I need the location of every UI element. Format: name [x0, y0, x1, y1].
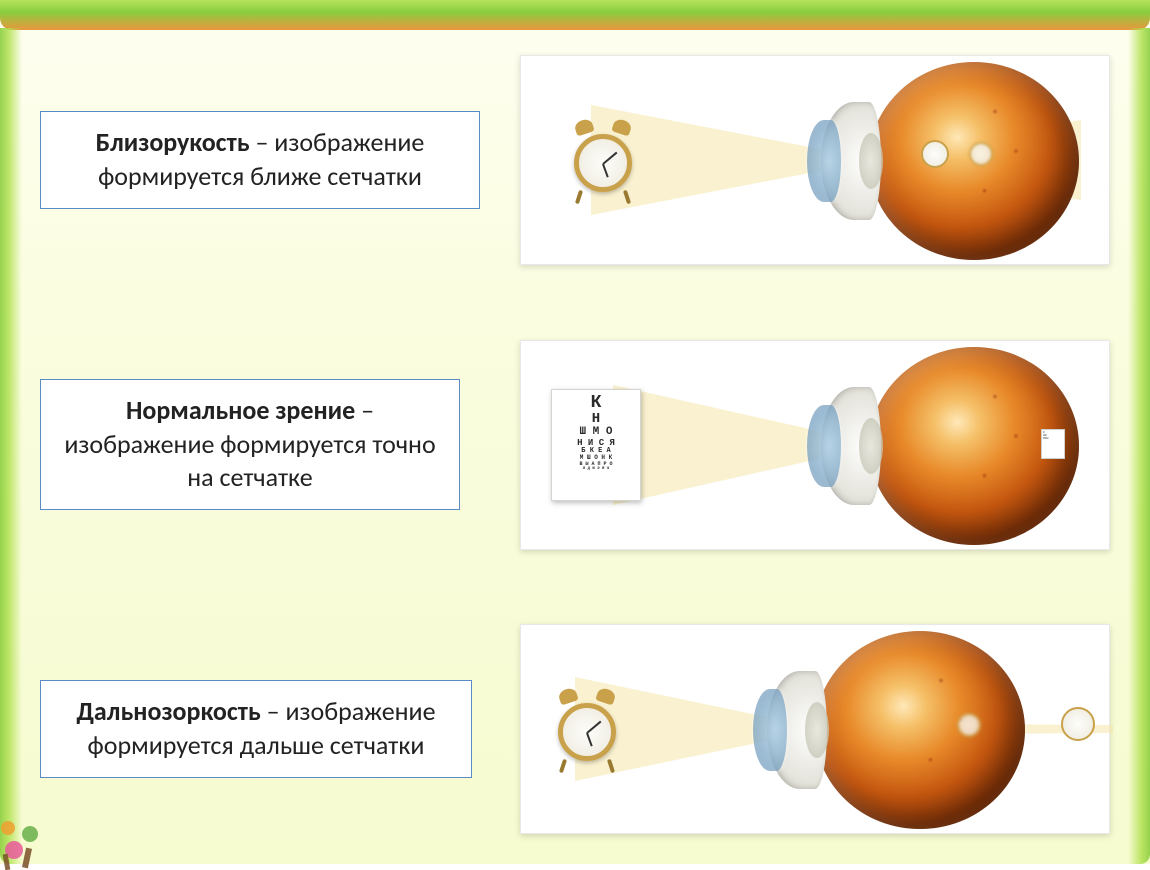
focus-image-blur-hyperopia [957, 713, 981, 737]
eye-hyperopia [767, 630, 1027, 830]
term-myopia: Близорукость [96, 126, 250, 158]
object-eyechart: К Н Ш М О Н И С Я Б К Е А М Ш О Н К В Ы … [551, 389, 641, 501]
term-hyperopia: Дальнозоркость [76, 695, 260, 727]
row-hyperopia: Дальнозоркость – изображение формируется… [40, 624, 1110, 834]
diagram-myopia [520, 55, 1110, 265]
focus-image-sharp-hyperopia [1061, 707, 1095, 741]
diagram-normal: К Н Ш М О Н И С Я Б К Е А М Ш О Н К В Ы … [520, 340, 1110, 550]
object-clock-hyperopia [547, 687, 627, 771]
focus-image-sharp-myopia [921, 140, 949, 168]
content-area: Близорукость – изображение формируется б… [0, 0, 1150, 864]
object-clock-myopia [563, 118, 643, 202]
focus-image-blur-myopia [969, 142, 993, 166]
term-normal: Нормальное зрение [126, 394, 355, 426]
row-myopia: Близорукость – изображение формируется б… [40, 55, 1110, 265]
card-hyperopia: Дальнозоркость – изображение формируется… [40, 680, 472, 778]
corner-decoration-icon [0, 790, 66, 870]
diagram-hyperopia [520, 624, 1110, 834]
row-normal: Нормальное зрение – изображение формируе… [40, 340, 1110, 550]
card-myopia: Близорукость – изображение формируется б… [40, 111, 480, 209]
card-normal: Нормальное зрение – изображение формируе… [40, 379, 460, 510]
focus-image-normal: КНШМОН [1041, 429, 1065, 459]
eye-myopia [821, 61, 1081, 261]
